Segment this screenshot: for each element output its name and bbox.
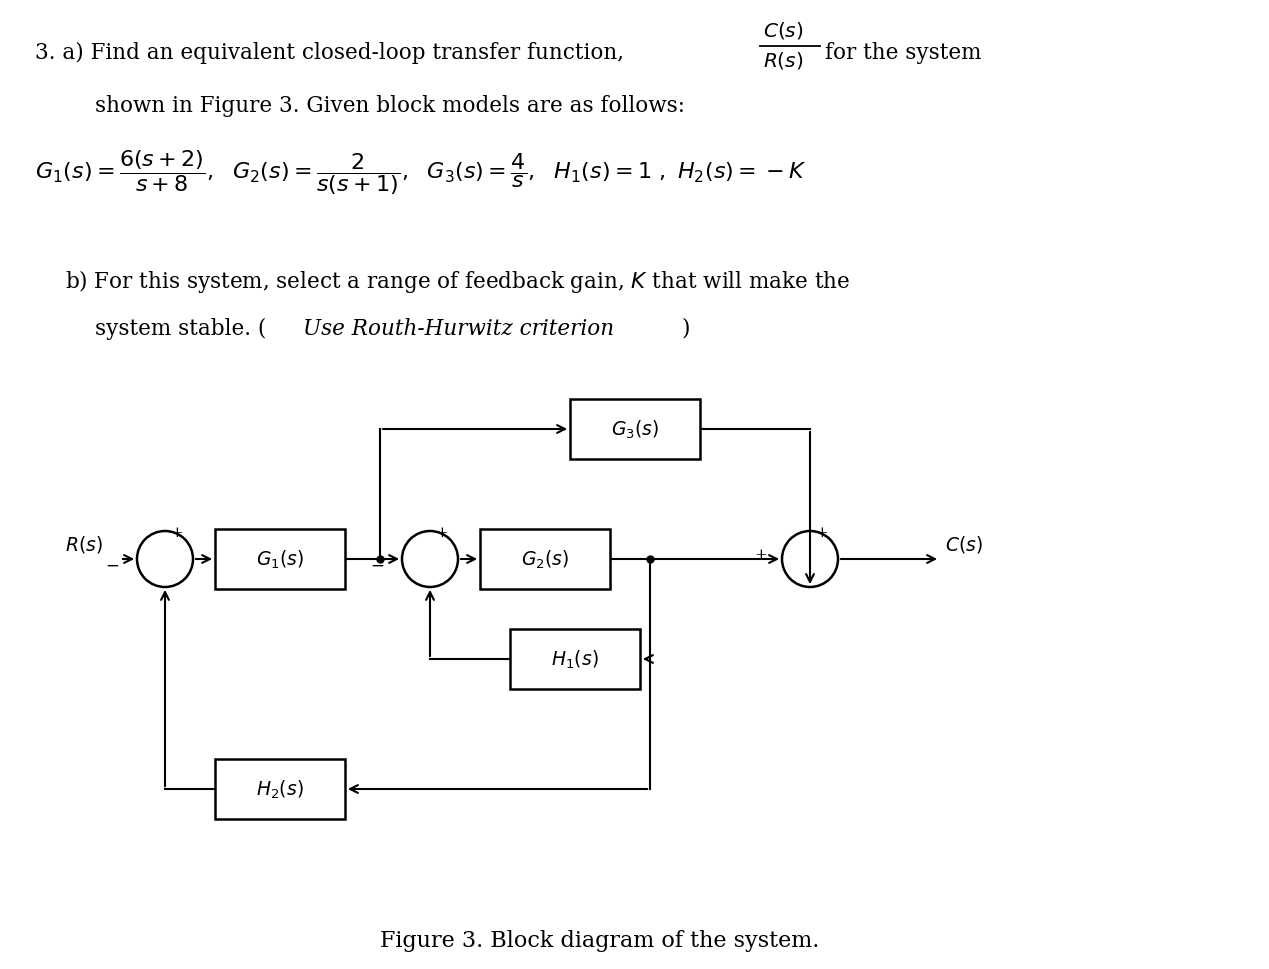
Text: ): ) [681, 318, 689, 340]
Text: $H_2(s)$: $H_2(s)$ [256, 778, 303, 800]
Text: 3. a) Find an equivalent closed-loop transfer function,: 3. a) Find an equivalent closed-loop tra… [36, 42, 624, 64]
Text: +: + [754, 547, 766, 561]
Text: $R(s)$: $R(s)$ [763, 50, 803, 71]
Text: +: + [170, 525, 183, 540]
FancyBboxPatch shape [570, 399, 700, 459]
FancyBboxPatch shape [214, 760, 345, 819]
Text: +: + [435, 525, 448, 540]
Text: b) For this system, select a range of feedback gain, $K$ that will make the: b) For this system, select a range of fe… [65, 267, 850, 295]
Text: $C(s)$: $C(s)$ [763, 20, 803, 41]
Text: $-$: $-$ [105, 556, 119, 573]
Text: $G_1(s) = \dfrac{6(s+2)}{s+8}$$,\ \ G_2(s) = \dfrac{2}{s(s+1)}$$,\ \ G_3(s) = \d: $G_1(s) = \dfrac{6(s+2)}{s+8}$$,\ \ G_2(… [36, 148, 806, 197]
Text: $R(s)$: $R(s)$ [65, 534, 103, 554]
Text: for the system: for the system [825, 42, 981, 64]
Text: +: + [815, 525, 827, 540]
Text: Figure 3. Block diagram of the system.: Figure 3. Block diagram of the system. [379, 929, 820, 951]
Text: shown in Figure 3. Given block models are as follows:: shown in Figure 3. Given block models ar… [95, 95, 685, 117]
Text: $-$: $-$ [369, 556, 385, 573]
Text: $H_1(s)$: $H_1(s)$ [551, 648, 599, 671]
Text: $C(s)$: $C(s)$ [945, 534, 982, 554]
FancyBboxPatch shape [480, 529, 610, 589]
Text: $G_2(s)$: $G_2(s)$ [520, 548, 569, 571]
FancyBboxPatch shape [510, 629, 640, 689]
FancyBboxPatch shape [214, 529, 345, 589]
Text: Use Routh-Hurwitz criterion: Use Routh-Hurwitz criterion [303, 318, 614, 340]
Text: $G_1(s)$: $G_1(s)$ [256, 548, 305, 571]
Text: system stable. (: system stable. ( [95, 318, 266, 340]
Text: $G_3(s)$: $G_3(s)$ [610, 419, 659, 441]
